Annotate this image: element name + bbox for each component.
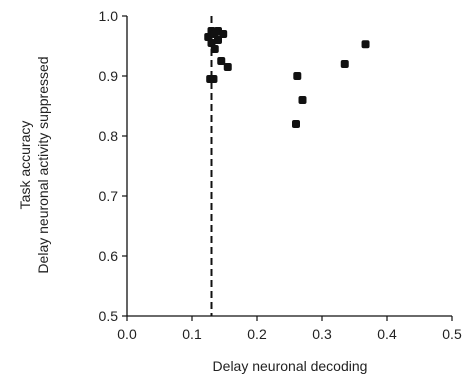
x-tick-label: 0.4 [377,326,397,342]
x-tick-label: 0.3 [312,326,332,342]
data-point [298,96,307,104]
data-point [217,57,226,65]
y-tick-label: 0.8 [99,128,119,144]
y-tick-label: 0.7 [99,188,119,204]
x-axis-title: Delay neuronal decoding [213,358,368,374]
data-point [223,63,232,71]
x-tick-label: 0.5 [442,326,462,342]
axes: 0.0 0.1 0.2 0.3 0.4 0.5 0.5 0.6 0.7 0.8 0.9 1.0 [99,8,462,342]
data-point [361,40,370,49]
x-tick-label: 0.1 [182,326,202,342]
data-point [293,72,302,80]
data-point [210,45,219,53]
y-tick-label: 0.9 [99,68,119,84]
y-tick-label: 0.5 [99,308,119,324]
labels-group: Delay neuronal decoding Task accuracy De… [17,56,367,374]
y-axis-title-line-1: Task accuracy [17,121,33,210]
data-point [214,36,222,44]
data-point [292,120,300,128]
data-point [209,75,218,83]
y-axis-title-line-2: Delay neuronal activity suppressed [35,56,51,273]
y-tick-label: 0.6 [99,248,119,264]
x-tick-label: 0.2 [247,326,267,342]
points-group [204,27,370,128]
data-point [340,60,349,68]
x-tick-label: 0.0 [117,326,137,342]
data-point [219,30,228,38]
y-tick-label: 1.0 [99,8,119,24]
